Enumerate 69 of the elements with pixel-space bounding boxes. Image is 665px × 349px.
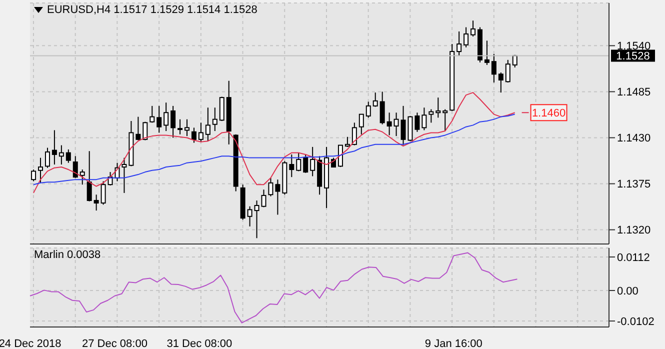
candlestick bbox=[442, 108, 448, 132]
candlestick bbox=[394, 112, 399, 137]
candlestick bbox=[156, 105, 162, 134]
candlestick bbox=[122, 157, 127, 194]
ref-line-label: 1.1528 bbox=[616, 50, 650, 63]
line-series bbox=[32, 114, 516, 186]
candlestick bbox=[31, 169, 36, 182]
y-tick-label: 1.1320 bbox=[617, 224, 651, 237]
candlestick bbox=[164, 102, 169, 132]
y-tick-label: 0.00 bbox=[617, 285, 638, 298]
candlestick bbox=[170, 105, 176, 138]
candlestick bbox=[512, 54, 518, 68]
candlestick bbox=[498, 72, 504, 94]
candlestick bbox=[219, 96, 224, 122]
candlestick bbox=[150, 105, 155, 124]
candlestick bbox=[136, 116, 141, 141]
candlestick bbox=[428, 108, 434, 124]
annotation: 1.1460 bbox=[532, 108, 566, 120]
candlestick bbox=[491, 54, 496, 83]
candlestick bbox=[414, 112, 420, 132]
candlestick bbox=[198, 122, 204, 142]
chart-title: Marlin 0.0038 bbox=[34, 249, 101, 261]
candlestick bbox=[470, 20, 476, 37]
candlestick bbox=[310, 146, 316, 177]
candlestick bbox=[344, 136, 350, 148]
x-tick-label: 9 Jan 16:00 bbox=[424, 338, 482, 349]
y-tick-label: 1.1485 bbox=[617, 86, 651, 99]
candlestick bbox=[178, 118, 183, 135]
chart-title: EURUSD,H4 1.1517 1.1529 1.1514 1.1528 bbox=[47, 4, 258, 16]
candlestick bbox=[268, 177, 274, 197]
candlestick bbox=[358, 114, 364, 135]
candlestick bbox=[94, 194, 99, 212]
candlestick bbox=[303, 154, 308, 174]
candlestick bbox=[72, 156, 78, 178]
candlestick bbox=[52, 130, 57, 166]
candlestick bbox=[184, 118, 190, 137]
candlestick bbox=[100, 180, 106, 206]
line-series bbox=[30, 252, 518, 324]
candlestick bbox=[484, 40, 490, 66]
candlestick bbox=[38, 157, 44, 184]
candlestick bbox=[436, 97, 441, 118]
y-tick-label: 1.1375 bbox=[617, 178, 651, 191]
candlestick bbox=[296, 152, 302, 172]
x-tick-label: 31 Dec 08:00 bbox=[166, 338, 232, 349]
candlestick bbox=[366, 101, 371, 118]
candlestick bbox=[456, 30, 462, 56]
candlestick bbox=[372, 92, 378, 108]
candlestick bbox=[247, 206, 252, 227]
y-tick-label: 0.0112 bbox=[617, 252, 650, 264]
candlestick bbox=[205, 107, 210, 142]
candlestick bbox=[44, 147, 50, 168]
candlestick bbox=[338, 144, 343, 168]
candlestick bbox=[66, 148, 71, 164]
candlestick bbox=[464, 26, 469, 48]
candlestick bbox=[80, 169, 85, 186]
candlestick bbox=[191, 127, 196, 144]
candlestick bbox=[58, 144, 64, 166]
candlestick bbox=[386, 112, 392, 136]
candlestick bbox=[422, 107, 427, 131]
y-tick-label: 1.1430 bbox=[617, 132, 651, 145]
x-tick-label: 27 Dec 08:00 bbox=[82, 338, 148, 349]
candlestick bbox=[212, 107, 218, 132]
candlestick bbox=[275, 179, 280, 216]
candlestick bbox=[505, 59, 510, 83]
candlestick bbox=[380, 91, 385, 125]
y-tick-label: -0.0102 bbox=[617, 316, 654, 328]
candlestick bbox=[289, 154, 294, 178]
candlestick bbox=[86, 150, 92, 202]
candlestick bbox=[352, 122, 357, 146]
